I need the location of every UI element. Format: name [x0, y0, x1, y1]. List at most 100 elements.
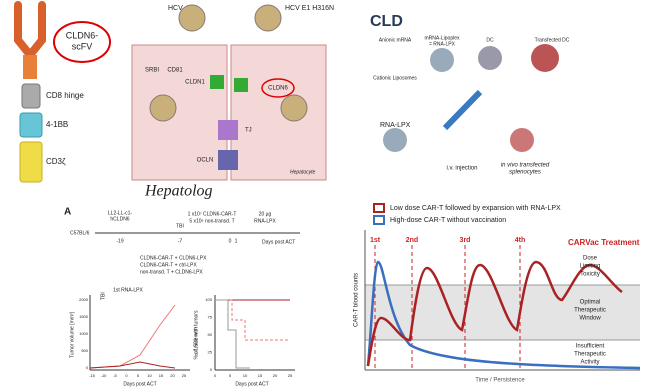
hepatocyte-diagram — [131, 4, 327, 181]
ocln-marker — [218, 150, 238, 170]
carvac-plot — [364, 203, 641, 371]
zone-label: Dose — [583, 256, 598, 262]
tick-label: 2000 — [79, 297, 89, 302]
tick-label: 0 — [86, 365, 89, 370]
label: Hepatocyte — [290, 169, 316, 175]
hinge-box — [21, 83, 41, 109]
label: LL2-LL-c1- — [108, 210, 133, 216]
tick-label: 10 — [243, 373, 248, 378]
virus — [254, 4, 282, 32]
tick-label: 500 — [81, 348, 88, 353]
zone-label: Limiting — [580, 264, 601, 270]
domain-label: scFV — [72, 41, 93, 51]
tick-label: 75 — [208, 315, 213, 320]
label: RNA-LPX — [254, 218, 276, 224]
label: ≤ 1,500 mm³ — [193, 327, 199, 355]
tick-label: -10 — [101, 373, 108, 378]
label: splenocytes — [509, 170, 541, 176]
label: mRNA-Lipoplex — [424, 35, 460, 41]
cell-left — [131, 44, 228, 181]
tick-label: 20 — [170, 373, 175, 378]
tick-label: 15 — [258, 373, 263, 378]
legend-label: Low dose CAR-T followed by expansion wit… — [390, 205, 561, 212]
label: CD81 — [167, 68, 183, 74]
zone-label: Insufficient — [576, 344, 605, 350]
curve — [215, 299, 290, 341]
costim-box — [19, 112, 43, 138]
curve — [89, 361, 176, 369]
curve — [89, 304, 176, 369]
panel-a — [89, 232, 300, 371]
label: TJ — [245, 128, 252, 134]
label: HCV — [168, 5, 183, 12]
label: hCLDN6 — [110, 216, 129, 222]
label: Tumor volume [mm³] — [69, 311, 75, 358]
label: 1st RNA-LPX — [113, 287, 143, 293]
label: DC — [486, 37, 494, 43]
splenocyte — [510, 128, 534, 152]
scfv-stalk — [23, 55, 37, 79]
legend-label: CLDN6-CAR-T + ctrl-LPX — [140, 262, 197, 268]
label: % of mice with tumors — [193, 310, 199, 359]
zone-label: Window — [579, 316, 601, 322]
low-dose-curve — [366, 260, 623, 367]
tick-label: 20 — [273, 373, 278, 378]
label: 20 µg — [259, 211, 272, 217]
signal-box — [19, 141, 43, 183]
virus — [149, 94, 177, 122]
virus — [178, 4, 206, 32]
label: TBI — [100, 292, 106, 300]
tick-label: -19 — [116, 238, 123, 244]
car-construct — [14, 1, 111, 183]
label: TBI — [176, 223, 184, 229]
zone-label: Therapeutic — [574, 308, 606, 314]
tick-label: -15 — [89, 373, 96, 378]
axis-label: Time / Persistence — [475, 378, 525, 384]
label: Days post ACT — [235, 381, 268, 387]
label: SRBI — [145, 68, 159, 74]
lipoplex — [430, 48, 454, 72]
source-label: Hepatolog — [144, 183, 213, 200]
label: HCV E1 H316N — [285, 5, 334, 12]
annotation: CARVac Treatment — [568, 238, 640, 247]
label: CLDN1 — [185, 80, 205, 86]
dose-label: 3rd — [460, 237, 471, 244]
label: RNA-LPX — [380, 122, 411, 129]
legend-swatch — [373, 203, 385, 213]
legend-label: High-dose CAR-T without vaccination — [390, 217, 506, 224]
zone-label: Activity — [580, 360, 599, 366]
label: 1 x10⁷ CLDN6-CAR-T — [188, 211, 237, 217]
legend-label: non-transd. T + CLDN6-LPX — [140, 269, 203, 275]
tick-label: 25 — [288, 373, 293, 378]
label: Anionic mRNA — [379, 37, 412, 43]
zone-label: Toxicity — [580, 272, 600, 278]
dose-label: 4th — [515, 237, 526, 244]
panel-label: A — [64, 207, 71, 218]
label: Days post ACT — [262, 239, 295, 245]
tick-label: 50 — [208, 332, 213, 337]
dose-label: 2nd — [406, 237, 418, 244]
arrow — [442, 89, 483, 131]
domain-label: CLDN6- — [66, 30, 99, 40]
highlight-circle — [53, 21, 111, 63]
label: OCLN — [197, 158, 214, 164]
label: = RNA-LPX — [429, 41, 456, 47]
tick-label: 25 — [208, 350, 213, 355]
tick-label: 15 — [159, 373, 164, 378]
label: C57BL/6 — [70, 230, 90, 236]
tick-label: -5 — [113, 373, 117, 378]
label: Cationic Liposomes — [373, 75, 417, 81]
tick-label: 0 — [210, 367, 213, 372]
dose-label: 1st — [370, 237, 381, 244]
tick-label: 10 — [147, 373, 152, 378]
label: CLDN6 — [268, 86, 288, 92]
label: in vivo transfected — [501, 163, 550, 169]
label: Days post ACT — [123, 381, 156, 387]
tick-label: 0 — [214, 373, 217, 378]
dc-cell — [478, 46, 502, 70]
tj-marker — [218, 120, 238, 140]
tick-label: 1 — [235, 238, 238, 244]
axis-label: CAR-T blood counts — [354, 273, 360, 327]
domain-label: 4-1BB — [46, 120, 68, 129]
